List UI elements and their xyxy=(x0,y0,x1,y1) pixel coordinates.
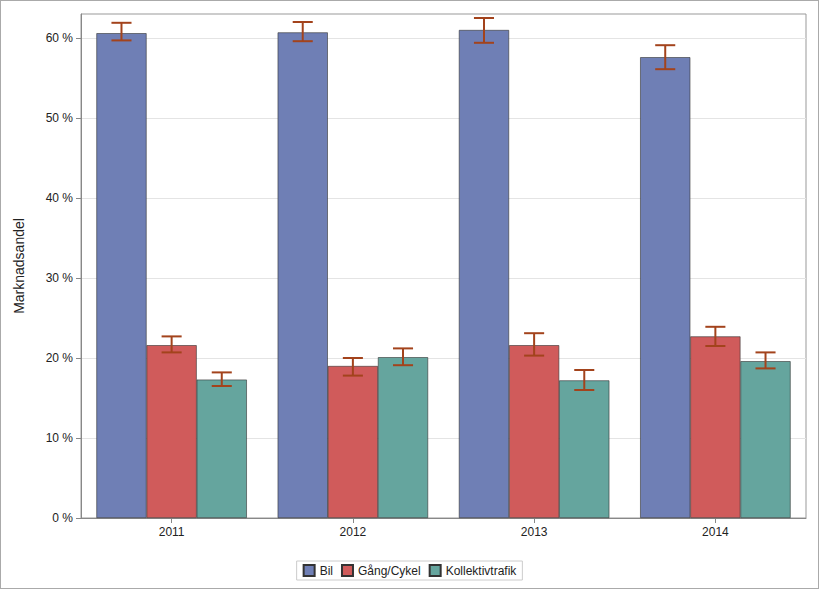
svg-text:0 %: 0 % xyxy=(52,511,73,525)
svg-text:60 %: 60 % xyxy=(46,31,74,45)
svg-text:Kollektivtrafik: Kollektivtrafik xyxy=(446,564,518,578)
svg-text:30 %: 30 % xyxy=(46,271,74,285)
svg-text:2012: 2012 xyxy=(340,525,367,539)
svg-text:20 %: 20 % xyxy=(46,351,74,365)
svg-text:2013: 2013 xyxy=(521,525,548,539)
svg-text:Marknadsandel: Marknadsandel xyxy=(11,218,27,314)
svg-text:2011: 2011 xyxy=(159,525,185,539)
svg-text:Gång/Cykel: Gång/Cykel xyxy=(358,564,421,578)
svg-text:10 %: 10 % xyxy=(46,431,74,445)
svg-text:50 %: 50 % xyxy=(46,111,74,125)
svg-text:2014: 2014 xyxy=(702,525,729,539)
svg-text:40 %: 40 % xyxy=(46,191,74,205)
svg-text:Bil: Bil xyxy=(320,564,333,578)
